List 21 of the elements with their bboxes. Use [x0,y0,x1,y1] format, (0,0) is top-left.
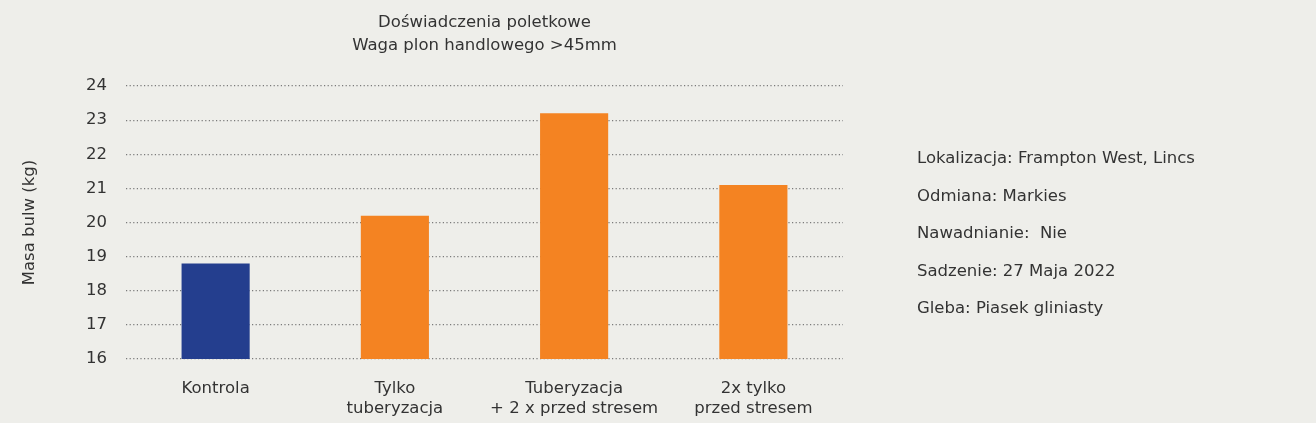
y-tick-label: 22 [86,143,107,163]
x-tick-label: Kontrola [181,378,250,398]
x-tick-label: Tuberyzacja + 2 x przed stresem [490,378,659,417]
chart-title: Doświadczenia poletkowe [378,12,591,32]
text: Gleba: Piasek gliniasty [917,298,1104,317]
y-tick-label: 17 [86,314,107,334]
chart-subtitle: Waga plon handlowego >45mm [352,35,617,55]
text: Nawadnianie: Nie [917,223,1068,242]
x-tick-label: Tylko tuberyzacja [346,378,444,417]
text: Lokalizacja: Frampton West, Lincs [917,148,1195,167]
y-tick-label: 16 [86,348,107,368]
text: Sadzenie: 27 Maja 2022 [917,260,1116,280]
y-tick-label: 23 [86,109,107,129]
text: Odmiana: Markies [917,185,1067,205]
y-tick-label: 21 [86,177,107,197]
y-tick-label: 18 [86,280,107,300]
y-tick-label: 19 [86,245,107,265]
y-tick-label: 24 [86,75,107,95]
y-axis-title: Masa bulw (kg) [19,159,39,286]
y-tick-label: 20 [86,211,107,231]
x-tick-label: 2x tylko przed stresem [694,378,813,417]
